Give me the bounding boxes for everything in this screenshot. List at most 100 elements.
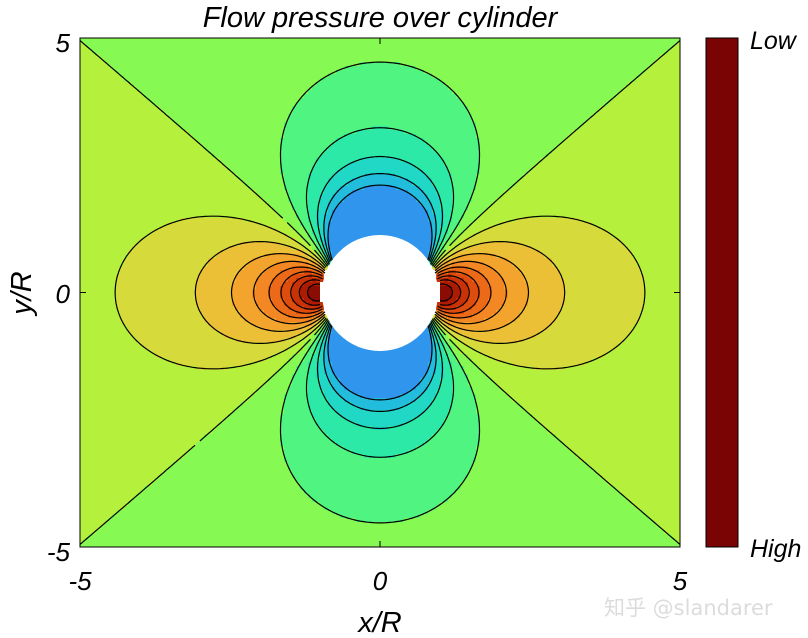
contour-band-cell xyxy=(332,406,361,411)
contour-band-cell xyxy=(272,302,285,307)
contour-band-cell xyxy=(80,406,237,411)
contour-band-cell xyxy=(328,246,353,251)
contour-band-cell xyxy=(284,130,357,135)
contour-band-cell xyxy=(444,322,449,327)
contour-band-cell xyxy=(416,166,449,171)
contour-band-cell xyxy=(304,226,313,231)
contour-band-cell xyxy=(560,438,680,443)
contour-band-cell xyxy=(468,286,481,291)
contour-band-cell xyxy=(152,102,297,107)
contour-band-cell xyxy=(140,490,305,495)
contour-band-cell xyxy=(308,362,317,367)
contour-band-cell xyxy=(124,78,321,83)
contour-band-cell xyxy=(492,266,517,271)
contour-band-cell xyxy=(80,158,221,163)
contour-band-cell xyxy=(432,378,441,383)
contour-band-cell xyxy=(524,338,625,343)
contour-band-cell xyxy=(440,206,453,211)
contour-band-cell xyxy=(452,186,477,191)
contour-band-cell xyxy=(644,290,680,295)
contour-band-cell xyxy=(244,218,285,223)
contour-band-cell xyxy=(140,238,297,243)
contour-band-cell xyxy=(304,282,321,287)
contour-band-cell xyxy=(80,474,161,479)
contour-band-cell xyxy=(484,274,501,279)
contour-band-cell xyxy=(324,234,329,239)
contour-band-cell xyxy=(80,186,249,191)
contour-band-cell xyxy=(476,450,573,455)
contour-band-cell xyxy=(80,274,117,279)
contour-band-cell xyxy=(332,366,429,371)
contour-band-cell xyxy=(564,298,645,303)
contour-band-cell xyxy=(292,266,309,271)
contour-band-cell xyxy=(436,322,441,327)
contour-band-cell xyxy=(260,306,277,311)
contour-band-cell xyxy=(472,194,501,199)
contour-band-cell xyxy=(440,358,449,363)
contour-band-cell xyxy=(324,226,329,231)
contour-band-cell xyxy=(212,430,281,435)
contour-band-cell xyxy=(120,266,205,271)
contour-band-cell xyxy=(296,334,309,339)
contour-band-cell xyxy=(288,194,309,199)
contour-band-cell xyxy=(308,262,317,267)
contour-band-cell xyxy=(132,246,229,251)
contour-band-cell xyxy=(200,306,237,311)
contour-band-cell xyxy=(452,294,461,299)
contour-band-cell xyxy=(284,410,313,415)
contour-band-cell xyxy=(308,286,321,291)
contour-band-cell xyxy=(608,350,680,355)
contour-band-cell xyxy=(80,254,129,259)
contour-band-cell xyxy=(296,370,309,375)
contour-band-cell xyxy=(80,354,157,359)
contour-band-cell xyxy=(324,394,341,399)
contour-band-cell xyxy=(320,338,325,343)
contour-band-cell xyxy=(476,458,581,463)
contour-band-cell xyxy=(628,82,680,87)
contour-band-cell xyxy=(476,178,521,183)
contour-band-cell xyxy=(80,310,121,315)
contour-band-cell xyxy=(328,242,365,247)
contour-band-cell xyxy=(328,358,433,363)
contour-band-cell xyxy=(280,366,297,371)
contour-band-cell xyxy=(320,198,333,203)
contour-band-cell xyxy=(440,234,445,239)
contour-band-cell xyxy=(280,442,337,447)
contour-band-cell xyxy=(284,178,309,183)
contour-band-cell xyxy=(328,326,333,331)
contour-band-cell xyxy=(232,286,257,291)
contour-band-cell xyxy=(408,190,425,195)
contour-band-cell xyxy=(80,242,137,247)
contour-band-cell xyxy=(424,374,433,379)
contour-band-cell xyxy=(440,78,637,83)
contour-band-cell xyxy=(456,342,465,347)
contour-band-cell xyxy=(480,230,609,235)
contour-band-cell xyxy=(308,230,313,235)
contour-band-cell xyxy=(320,322,325,327)
contour-band-cell xyxy=(128,502,321,507)
contour-band-cell xyxy=(580,218,680,223)
contour-band-cell xyxy=(284,450,353,455)
contour-band-cell xyxy=(480,150,553,155)
contour-band-cell xyxy=(452,302,465,307)
contour-band-cell xyxy=(148,98,301,103)
contour-band-cell xyxy=(308,398,329,403)
contour-band-cell xyxy=(480,270,497,275)
contour-band-cell xyxy=(196,294,233,299)
contour-band-cell xyxy=(232,282,257,287)
contour-band-cell xyxy=(324,218,333,223)
contour-band-cell xyxy=(464,214,481,219)
contour-band-cell xyxy=(436,186,453,191)
contour-band-cell xyxy=(452,190,473,195)
contour-band-cell xyxy=(308,346,317,351)
contour-band-cell xyxy=(264,270,281,275)
contour-band-cell xyxy=(528,170,680,175)
contour-band-cell xyxy=(280,414,313,419)
contour-band-cell xyxy=(448,326,461,331)
contour-band-cell xyxy=(524,174,680,179)
contour-band-cell xyxy=(80,502,129,507)
contour-band-cell xyxy=(436,362,445,367)
contour-band-cell xyxy=(436,234,441,239)
contour-band-cell xyxy=(280,418,317,423)
contour-band-cell xyxy=(244,182,285,187)
